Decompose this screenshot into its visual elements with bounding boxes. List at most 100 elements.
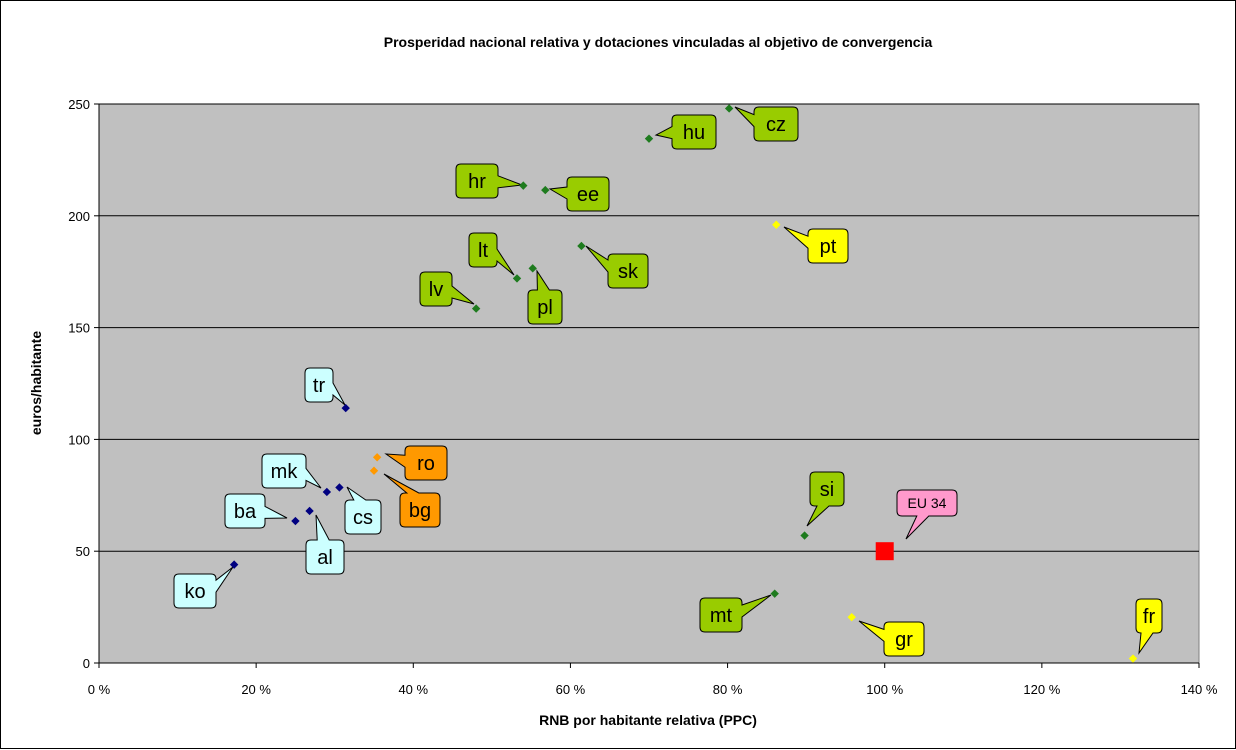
point-cz [724,104,734,113]
point-label-pt: pt [820,236,837,258]
callout-tr: tr [304,367,346,406]
point-label-hu: hu [683,122,705,144]
point-sk [577,241,586,251]
point-label-mt: mt [710,605,733,627]
callout-box-mt [699,594,772,633]
point-label-gr: gr [895,629,913,651]
callout-al: al [305,514,345,575]
x-tick-label: 80 % [713,682,743,697]
callout-cz: cz [734,106,799,142]
chart-title: Prosperidad nacional relativa y dotacion… [384,34,933,50]
callout-box-hr [455,163,523,199]
x-tick-label: 40 % [398,682,428,697]
callout-mt: mt [699,594,772,633]
point-hu [644,134,654,143]
point-label-bg: bg [409,500,431,522]
point-lt [512,274,522,283]
point-si [800,531,809,540]
callout-box-mk [261,453,322,489]
point-al [305,506,314,516]
x-tick-label: 140 % [1181,682,1218,697]
point-label-pl: pl [537,297,553,319]
callout-box-lt [468,232,515,276]
x-tick-label: 20 % [241,682,271,697]
point-label-ko: ko [184,581,205,603]
callout-sk: sk [585,245,649,289]
y-tick-label: 250 [68,97,90,112]
callout-pt: pt [783,226,849,264]
callout-pl: pl [527,269,563,325]
callout-fr: fr [1135,598,1163,655]
point-label-lv: lv [429,279,443,301]
callout-hr: hr [455,163,523,199]
callout-box-pl [527,269,563,325]
callout-box-ee [548,176,610,212]
callout-box-tr [304,367,346,406]
y-tick-label: 150 [68,321,90,336]
point-label-mk: mk [271,461,299,483]
point-label-ee: ee [577,184,599,206]
callout-ba: ba [224,493,288,529]
x-tick-label: 60 % [556,682,586,697]
callout-lt: lt [468,232,515,276]
point-gr [847,612,856,622]
point-label-cz: cz [766,114,786,136]
point-ro [372,453,382,462]
callout-ko: ko [173,566,234,609]
point-ko [229,560,239,569]
point-fr [1128,654,1138,663]
point-eu-34 [875,542,894,561]
plot-background [98,103,1200,664]
callout-box-lv [419,271,475,307]
plot-area [98,103,1200,664]
point-label-hr: hr [468,171,486,193]
point-ee [541,185,550,195]
y-tick-label: 100 [68,432,90,447]
callout-box-cs [344,486,382,535]
callout-ro: ro [384,445,448,481]
point-hr [519,181,528,190]
y-axis: 0 50 100 150 200 250 [68,97,100,671]
point-pt [772,220,781,229]
callout-box-gr [858,620,925,657]
point-tr [341,403,350,413]
y-tick-label: 200 [68,209,90,224]
callout-bg: bg [383,473,441,528]
callout-eu-34: EU 34 [896,489,958,540]
point-label-lt: lt [478,240,488,262]
x-tick-label: 100 % [866,682,903,697]
callout-box-cz [734,106,799,142]
callout-box-sk [585,245,649,289]
y-tick-label: 50 [76,544,90,559]
point-label-tr: tr [313,375,326,397]
callout-cs: cs [344,486,382,535]
point-lv [471,304,481,313]
point-cs [335,483,344,492]
callout-box-si [806,471,845,527]
callout-ee: ee [548,176,610,212]
point-mk [322,487,332,497]
data-points [229,104,1138,663]
x-axis-title: RNB por habitante relativa (PPC) [539,712,757,728]
callout-box-ro [384,445,448,481]
point-bg [369,466,379,475]
point-label-eu-34: EU 34 [908,495,947,511]
point-mt [770,589,779,598]
point-label-ro: ro [417,453,435,475]
callout-box-ba [224,493,288,529]
point-pl [528,264,537,273]
callout-box-al [305,514,345,575]
callout-hu: hu [654,114,717,150]
callout-gr: gr [858,620,925,657]
point-label-si: si [820,479,834,501]
callout-box-hu [654,114,717,150]
y-tick-label: 0 [83,656,90,671]
point-label-sk: sk [618,261,639,283]
point-label-al: al [317,547,333,569]
callout-si: si [806,471,845,527]
callouts: cz hu hr ee sk lt pl lv si mt pt gr fr ro bg tr mk cs ba al… [173,106,1163,657]
callout-lv: lv [419,271,475,307]
point-label-ba: ba [234,501,257,523]
